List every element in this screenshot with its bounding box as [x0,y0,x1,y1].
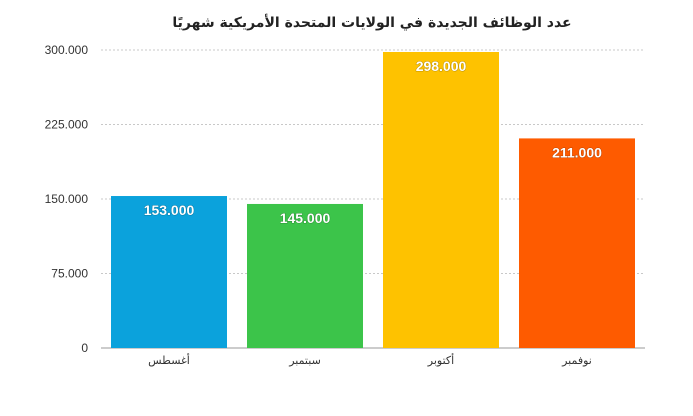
bar [383,51,499,349]
y-tick-label: 75.000 [51,267,88,281]
bar [111,196,227,348]
bar [519,138,635,348]
chart-title: عدد الوظائف الجديدة في الولايات المتحدة … [172,14,571,31]
y-tick-label: 225.000 [45,118,89,132]
x-axis-ticks: أغسطس سبتمبر أكتوبر نوفمبر [148,353,592,367]
y-tick-label: 150.000 [45,192,89,206]
x-tick-label: سبتمبر [288,354,321,367]
bars [111,51,635,349]
y-tick-label: 0 [81,341,88,355]
y-tick-label: 300.000 [45,43,89,57]
data-label: 153.000 [144,202,195,218]
data-label: 298.000 [416,58,467,74]
x-tick-label: أكتوبر [427,353,454,367]
data-labels: 153.000 145.000 298.000 211.000 [143,57,602,226]
y-axis-ticks: 0 75.000 150.000 225.000 300.000 [45,43,89,355]
data-label: 145.000 [280,210,331,226]
bar [247,203,363,348]
x-tick-label: أغسطس [148,353,190,367]
x-tick-label: نوفمبر [561,354,592,367]
data-label: 211.000 [552,144,602,160]
